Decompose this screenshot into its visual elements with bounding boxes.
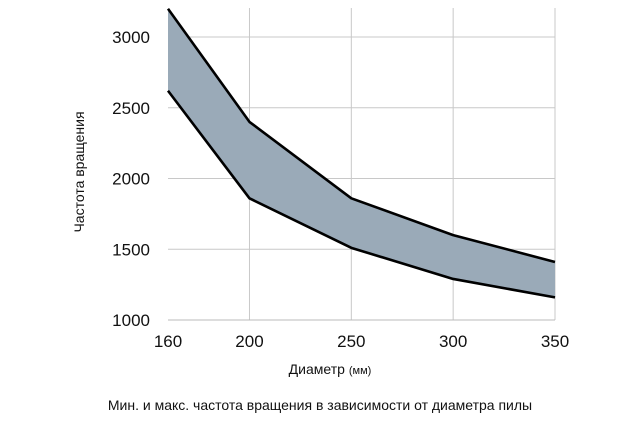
y-tick-labels: 1000 1500 2000 2500 3000 xyxy=(112,28,150,330)
min-rpm-line xyxy=(166,89,556,299)
x-axis-title-text: Диаметр xyxy=(289,361,345,377)
y-tick-label-3000: 3000 xyxy=(112,28,150,47)
x-tick-label-300: 300 xyxy=(439,332,467,351)
y-tick-label-1500: 1500 xyxy=(112,240,150,259)
y-tick-label-2000: 2000 xyxy=(112,170,150,189)
chart-caption: Мин. и макс. частота вращения в зависимо… xyxy=(107,397,533,413)
max-rpm-line xyxy=(166,7,556,264)
x-tick-label-200: 200 xyxy=(235,332,263,351)
y-axis-title: Частота вращения xyxy=(71,111,87,232)
x-axis-title: Диаметр (мм) xyxy=(289,361,372,377)
rpm-band-area xyxy=(168,8,555,298)
x-tick-label-350: 350 xyxy=(541,332,569,351)
y-tick-label-2500: 2500 xyxy=(112,99,150,118)
x-tick-labels: 160 200 250 300 350 xyxy=(154,332,569,351)
x-axis-unit: (мм) xyxy=(349,365,371,377)
x-tick-label-160: 160 xyxy=(154,332,182,351)
x-tick-label-250: 250 xyxy=(337,332,365,351)
y-tick-label-1000: 1000 xyxy=(112,311,150,330)
